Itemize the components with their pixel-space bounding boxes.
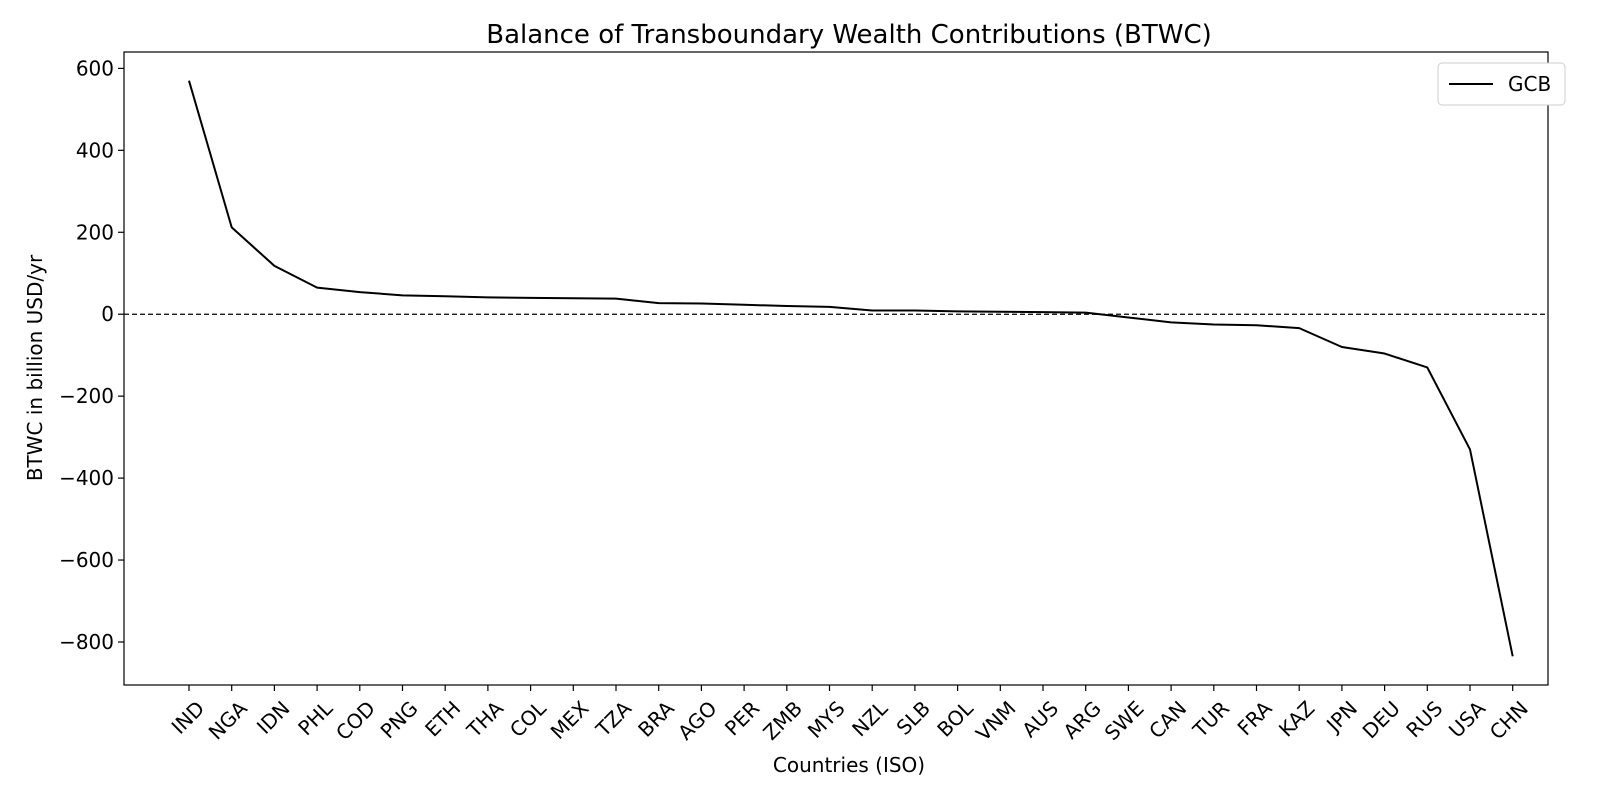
series-line-gcb bbox=[189, 81, 1513, 657]
x-tick-label: NZL bbox=[847, 696, 893, 742]
x-tick-label: KAZ bbox=[1274, 696, 1319, 741]
chart-title: Balance of Transboundary Wealth Contribu… bbox=[486, 20, 1212, 50]
x-tick-label: CAN bbox=[1144, 696, 1191, 743]
legend: GCB bbox=[1438, 63, 1565, 105]
x-tick-label: AGO bbox=[673, 696, 721, 744]
x-tick-label: SLB bbox=[892, 696, 936, 740]
x-tick-label: BOL bbox=[932, 696, 978, 742]
plot-frame bbox=[124, 52, 1548, 685]
legend-entry-gcb: GCB bbox=[1508, 72, 1551, 96]
x-tick-label: TUR bbox=[1187, 696, 1234, 743]
x-tick-label: COL bbox=[505, 696, 551, 742]
y-tick-label: −400 bbox=[59, 466, 114, 490]
x-tick-label: TZA bbox=[590, 696, 636, 742]
x-tick-label: PNG bbox=[376, 696, 423, 743]
x-tick-label: BRA bbox=[633, 696, 679, 742]
x-tick-label: USA bbox=[1444, 696, 1490, 742]
x-tick-label: SWE bbox=[1100, 696, 1149, 745]
x-tick-label: MEX bbox=[546, 696, 594, 744]
y-tick-label: −800 bbox=[59, 630, 114, 654]
y-tick-label: 0 bbox=[101, 302, 114, 326]
x-tick-label: IDN bbox=[252, 696, 295, 739]
x-tick-label: CHN bbox=[1485, 696, 1533, 744]
x-tick-label: FRA bbox=[1233, 696, 1277, 740]
x-tick-label: PHL bbox=[293, 696, 338, 741]
x-tick-label: RUS bbox=[1401, 696, 1447, 742]
x-tick-label: ARG bbox=[1058, 696, 1105, 743]
y-tick-label: 600 bbox=[76, 56, 114, 80]
x-tick-label: ETH bbox=[420, 696, 465, 741]
y-tick-label: 200 bbox=[76, 220, 114, 244]
y-axis-label: BTWC in billion USD/yr bbox=[23, 254, 47, 481]
y-tick-label: −600 bbox=[59, 548, 114, 572]
x-tick-label: ZMB bbox=[758, 696, 807, 745]
x-tick-label: AUS bbox=[1017, 696, 1063, 742]
y-tick-label: −200 bbox=[59, 384, 114, 408]
x-tick-label: COD bbox=[331, 696, 380, 745]
x-tick-label: DEU bbox=[1358, 696, 1405, 743]
y-tick-label: 400 bbox=[76, 138, 114, 162]
x-tick-label: JPN bbox=[1320, 696, 1362, 738]
x-tick-label: THA bbox=[461, 696, 508, 743]
x-tick-label: MYS bbox=[803, 696, 850, 743]
x-tick-label: IND bbox=[167, 696, 210, 739]
x-tick-label: PER bbox=[720, 696, 764, 740]
x-tick-label: VNM bbox=[971, 696, 1020, 745]
x-axis-label: Countries (ISO) bbox=[773, 753, 925, 777]
x-tick-label: NGA bbox=[204, 696, 252, 744]
